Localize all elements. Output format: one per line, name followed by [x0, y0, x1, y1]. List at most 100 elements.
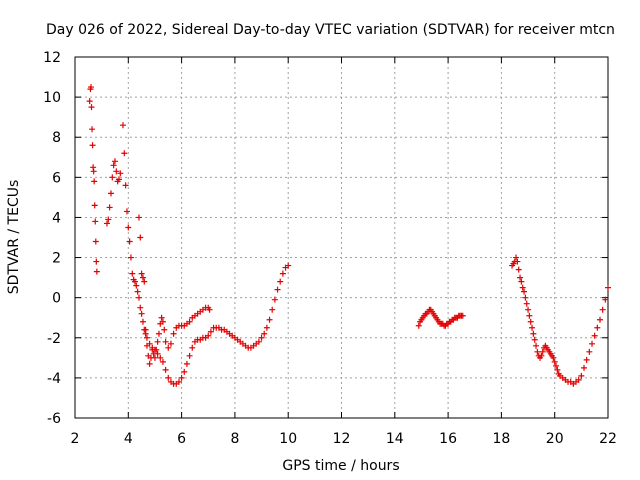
y-tick-label: 8	[52, 130, 61, 146]
data-point	[521, 288, 528, 295]
data-point	[141, 278, 148, 285]
data-point	[143, 342, 150, 349]
data-point	[591, 332, 598, 339]
data-point	[125, 224, 132, 231]
data-point	[514, 258, 521, 265]
data-point	[255, 338, 262, 345]
data-point	[523, 300, 530, 307]
data-point	[551, 358, 558, 365]
data-point	[554, 366, 561, 373]
data-point	[594, 324, 601, 331]
data-point	[153, 346, 160, 353]
data-point	[92, 238, 99, 245]
data-point	[126, 238, 133, 245]
data-point	[181, 368, 188, 375]
series-segment-1a	[86, 84, 100, 275]
data-point	[137, 234, 144, 241]
data-point	[538, 352, 545, 359]
data-point	[113, 168, 120, 175]
x-tick-label: 12	[333, 431, 351, 447]
x-tick-label: 16	[439, 431, 457, 447]
x-axis-label: GPS time / hours	[282, 458, 399, 474]
data-point	[86, 98, 93, 105]
data-point	[151, 354, 158, 361]
data-point	[266, 316, 273, 323]
data-point	[159, 358, 166, 365]
data-point	[143, 334, 150, 341]
x-tick-label: 4	[124, 431, 133, 447]
data-point	[515, 266, 522, 273]
y-axis-label: SDTVAR / TECUs	[6, 180, 22, 295]
data-point	[586, 348, 593, 355]
data-point	[133, 282, 140, 289]
data-point	[93, 258, 100, 265]
data-point	[189, 344, 196, 351]
data-point	[207, 328, 214, 335]
x-tick-label: 22	[599, 431, 617, 447]
data-point	[206, 306, 213, 313]
data-point	[122, 182, 129, 189]
series-segment-1b	[103, 122, 292, 387]
data-point	[518, 278, 525, 285]
y-tick-label: 12	[43, 50, 61, 66]
data-point	[135, 294, 142, 301]
data-point	[138, 270, 145, 277]
data-point	[111, 158, 118, 165]
data-point	[519, 284, 526, 291]
data-point	[106, 204, 113, 211]
data-point	[115, 176, 122, 183]
data-point	[167, 340, 174, 347]
x-tick-label: 2	[71, 431, 80, 447]
data-point	[119, 122, 126, 129]
data-point	[589, 340, 596, 347]
data-point	[534, 348, 541, 355]
data-point	[285, 262, 292, 269]
data-point	[459, 312, 466, 319]
data-point	[165, 344, 172, 351]
data-point	[131, 278, 138, 285]
x-tick-label: 20	[546, 431, 564, 447]
data-point	[539, 348, 546, 355]
data-point	[161, 326, 168, 333]
axes-ticks: 2 4 6 8 10 12 14 16 18 20 22 -6 -4 -2 0 2 4 6 8 10 12	[43, 50, 617, 447]
data-point	[575, 376, 582, 383]
data-point	[274, 286, 281, 293]
data-point	[578, 372, 585, 379]
data-point	[87, 84, 94, 91]
data-point	[142, 326, 149, 333]
data-point	[526, 312, 533, 319]
data-point	[127, 254, 134, 261]
data-point	[279, 270, 286, 277]
data-point	[117, 170, 124, 177]
data-point	[530, 330, 537, 337]
data-point	[269, 306, 276, 313]
data-point	[175, 378, 182, 385]
data-point	[602, 296, 609, 303]
data-points	[86, 84, 611, 387]
data-point	[525, 306, 532, 313]
data-point	[92, 218, 99, 225]
data-point	[162, 338, 169, 345]
data-point	[205, 332, 212, 339]
data-point	[517, 274, 524, 281]
data-point	[162, 366, 169, 373]
data-point	[88, 104, 95, 111]
data-point	[170, 330, 177, 337]
y-tick-label: -2	[47, 331, 61, 347]
y-tick-label: 0	[52, 291, 61, 307]
x-tick-label: 18	[492, 431, 510, 447]
data-point	[93, 268, 100, 275]
y-tick-label: 6	[52, 170, 61, 186]
data-point	[581, 364, 588, 371]
data-point	[91, 202, 98, 209]
data-point	[89, 142, 96, 149]
data-point	[531, 336, 538, 343]
series-segment-2	[415, 306, 466, 329]
data-point	[261, 330, 268, 337]
data-point	[109, 174, 116, 181]
data-point	[183, 360, 190, 367]
chart-title: Day 026 of 2022, Sidereal Day-to-day VTE…	[46, 22, 615, 38]
x-tick-label: 6	[177, 431, 186, 447]
data-point	[155, 330, 162, 337]
